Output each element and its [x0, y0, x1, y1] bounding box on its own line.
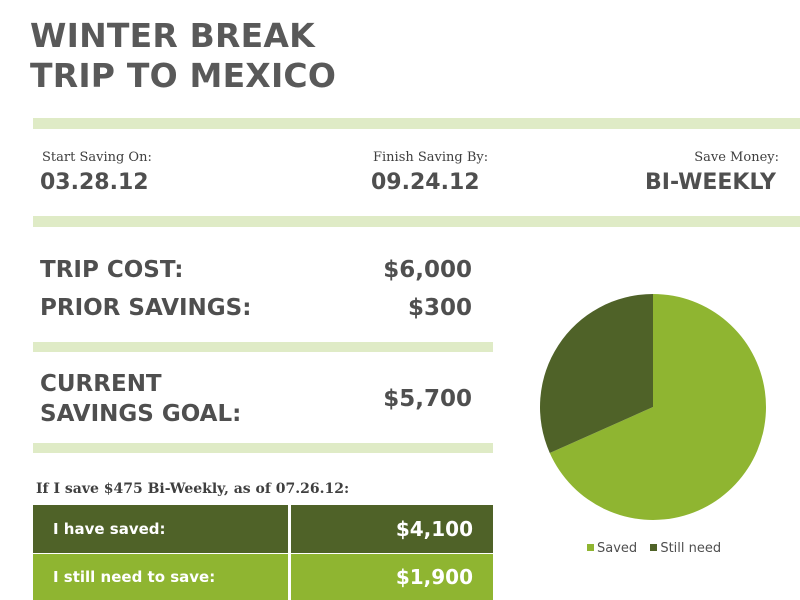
finish-date-label: Finish Saving By: — [373, 150, 489, 165]
saved-label-cell: I have saved: — [33, 505, 288, 553]
savings-goal-label-line-1: CURRENT — [40, 371, 162, 397]
page-title-line-2: TRIP TO MEXICO — [30, 56, 337, 95]
savings-pie-chart — [540, 294, 766, 520]
save-frequency-label: Save Money: — [694, 150, 779, 165]
pie-slice-saved — [549, 294, 766, 520]
divider-band — [33, 118, 800, 129]
legend-swatch-saved — [587, 544, 594, 551]
trip-cost-value[interactable]: $6,000 — [383, 257, 472, 283]
divider-band — [33, 216, 800, 227]
chart-legend: Saved Still need — [587, 541, 730, 556]
legend-item-saved: Saved — [587, 541, 637, 556]
page-title-line-1: WINTER BREAK — [30, 16, 315, 55]
savings-goal-value: $5,700 — [383, 386, 472, 412]
savings-goal-label-line-2: SAVINGS GOAL: — [40, 401, 242, 427]
divider-band — [33, 342, 493, 352]
finish-date-value[interactable]: 09.24.12 — [371, 170, 480, 195]
prior-savings-value[interactable]: $300 — [407, 295, 472, 321]
still-need-value-cell: $1,900 — [291, 554, 493, 600]
start-date-value[interactable]: 03.28.12 — [40, 170, 149, 195]
legend-item-still-need: Still need — [650, 541, 721, 556]
start-date-label: Start Saving On: — [42, 150, 152, 165]
prior-savings-label: PRIOR SAVINGS: — [40, 295, 252, 321]
save-frequency-value[interactable]: BI-WEEKLY — [645, 170, 776, 195]
legend-swatch-still-need — [650, 544, 658, 551]
trip-cost-label: TRIP COST: — [40, 257, 184, 283]
saved-value-cell: $4,100 — [291, 505, 493, 553]
legend-label-still-need: Still need — [660, 541, 722, 556]
legend-label-saved: Saved — [597, 541, 638, 556]
still-need-label-cell: I still need to save: — [33, 554, 288, 600]
divider-band — [33, 443, 493, 453]
savings-status-caption: If I save $475 Bi-Weekly, as of 07.26.12… — [36, 481, 350, 497]
pie-slice-still-need — [540, 294, 653, 453]
